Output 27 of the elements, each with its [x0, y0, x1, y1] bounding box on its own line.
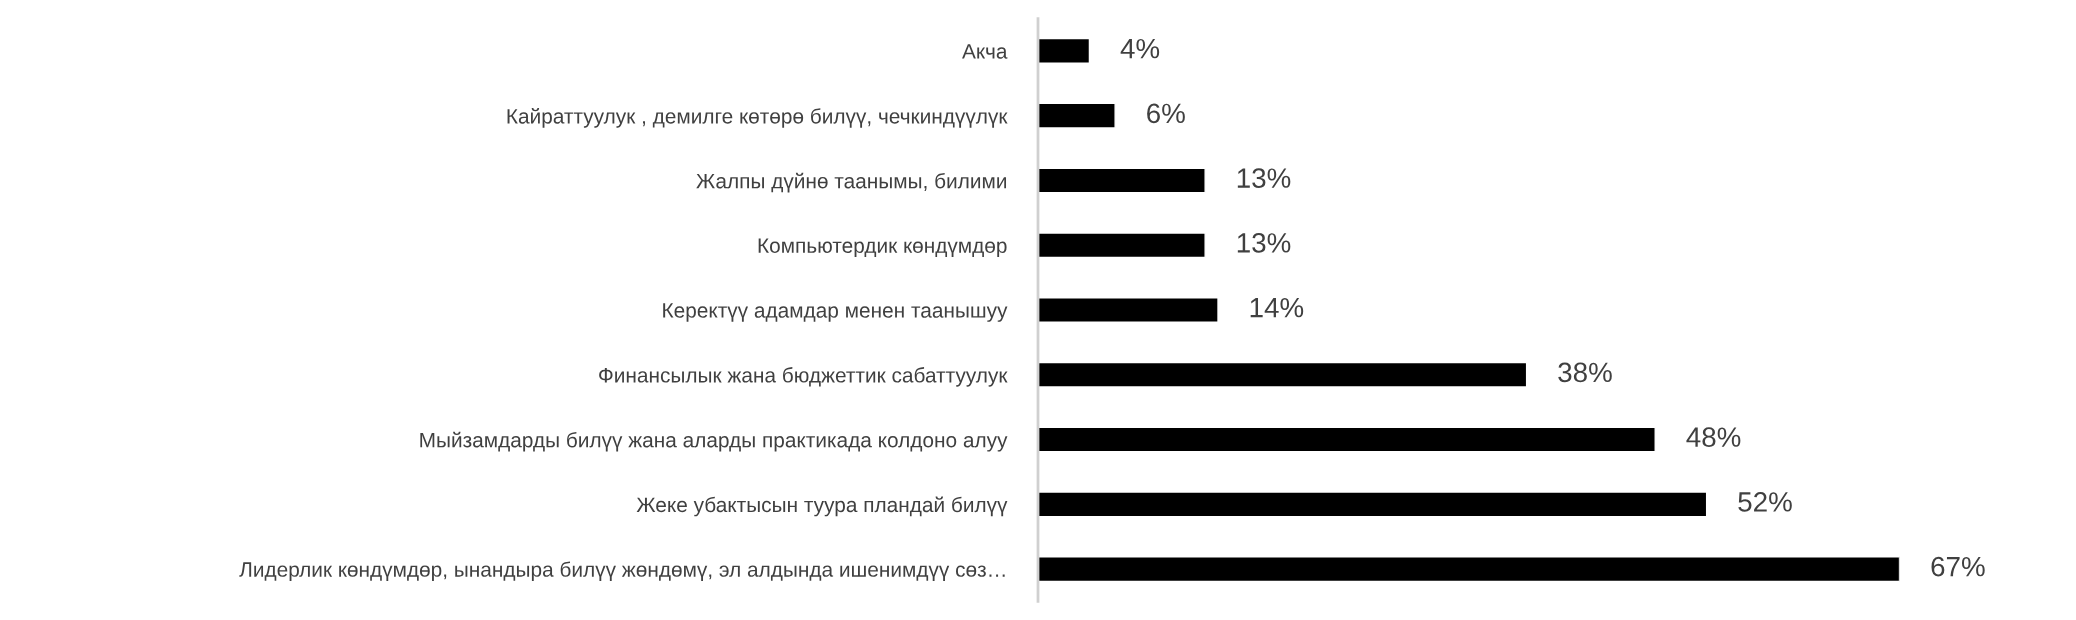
y-tick-label: Мыйзамдарды билүү жана аларды практикада колдоно алуу — [420, 431, 1008, 452]
data-label: 67% — [1931, 556, 1985, 577]
data-label: 13% — [1237, 233, 1291, 253]
y-tick-label: Компьютердик көндүмдөр — [758, 238, 1007, 258]
data-label: 6% — [1147, 103, 1185, 124]
bar — [1038, 167, 1206, 194]
y-tick-label: Акча — [962, 44, 1008, 59]
data-label: 4% — [1120, 38, 1160, 59]
bar — [1038, 361, 1528, 388]
y-tick-label: Кайраттуулук , демилге көтөрө билүү, чечкиндүүлүк — [507, 108, 1008, 128]
y-tick-label: Лидерлик көндүмдөр, ынандыра билүү жөндөмү, эл алдында ишенимдүү сөз… — [239, 561, 1005, 581]
bar — [1038, 556, 1900, 583]
bar — [1038, 297, 1219, 323]
data-label: 38% — [1558, 362, 1612, 383]
bar — [1038, 232, 1206, 259]
data-label: 14% — [1250, 297, 1304, 318]
y-tick-label: Жалпы дүйнө таанымы, билими — [696, 172, 1007, 193]
bar — [1038, 491, 1708, 518]
data-label: 52% — [1738, 492, 1792, 512]
y-tick-label: Керектүү адамдар менен таанышуу — [663, 303, 1008, 322]
y-tick-label: Жеке убактысын туура пландай билүү — [636, 496, 1008, 517]
data-label: 48% — [1686, 427, 1741, 447]
bar — [1038, 426, 1656, 453]
bar — [1038, 102, 1116, 129]
data-label: 13% — [1237, 168, 1291, 188]
y-tick-label: Финансылык жана бюджеттик сабаттуулук — [599, 367, 1008, 387]
bar — [1038, 37, 1091, 64]
